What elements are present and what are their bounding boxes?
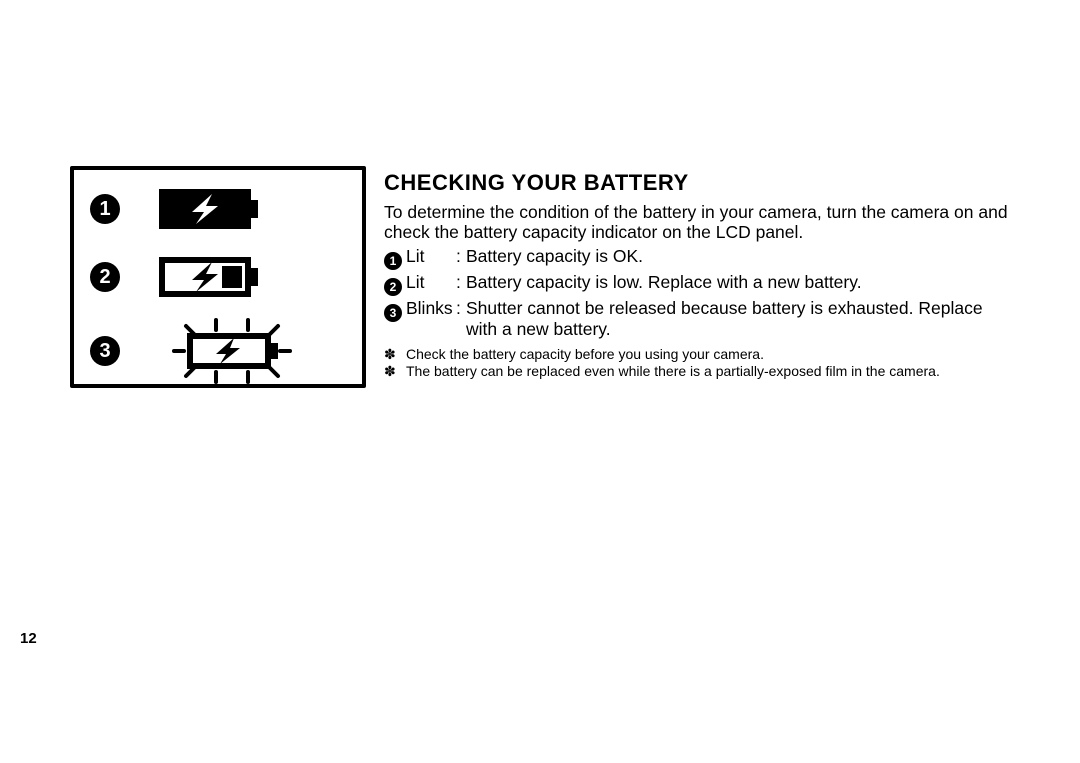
asterisk-icon: ✽ (384, 363, 406, 380)
numbered-bullet-icon: 2 (90, 262, 120, 292)
battery-state-list: 1 Lit : Battery capacity is OK. 2 Lit : … (384, 246, 1014, 340)
state-description: Battery capacity is OK. (466, 246, 1014, 267)
colon: : (456, 246, 466, 267)
battery-blinking-icon (156, 318, 306, 384)
footnote-text: The battery can be replaced even while t… (406, 363, 1014, 379)
state-label: Lit (406, 272, 456, 293)
state-label: Lit (406, 246, 456, 267)
content-block: CHECKING YOUR BATTERY To determine the c… (384, 170, 1014, 380)
state-description: Battery capacity is low. Replace with a … (466, 272, 1014, 293)
list-item: 3 Blinks : Shutter cannot be released be… (384, 298, 1014, 340)
asterisk-icon: ✽ (384, 346, 406, 363)
intro-text: To determine the condition of the batter… (384, 202, 1014, 242)
numbered-bullet-icon: 2 (384, 278, 402, 296)
battery-full-icon (156, 182, 266, 236)
figure-row-3: 3 (90, 318, 306, 384)
colon: : (456, 272, 466, 293)
numbered-bullet-icon: 3 (90, 336, 120, 366)
list-item: 2 Lit : Battery capacity is low. Replace… (384, 272, 1014, 296)
colon: : (456, 298, 466, 319)
list-item: 1 Lit : Battery capacity is OK. (384, 246, 1014, 270)
footnote-text: Check the battery capacity before you us… (406, 346, 1014, 362)
figure-row-2: 2 (90, 250, 266, 304)
section-title: CHECKING YOUR BATTERY (384, 170, 1014, 196)
battery-low-icon (156, 250, 266, 304)
page-number: 12 (20, 630, 37, 647)
figure-row-1: 1 (90, 182, 266, 236)
footnotes: ✽ Check the battery capacity before you … (384, 346, 1014, 380)
footnote: ✽ Check the battery capacity before you … (384, 346, 1014, 363)
numbered-bullet-icon: 1 (90, 194, 120, 224)
state-description: Shutter cannot be released because batte… (466, 298, 1014, 340)
numbered-bullet-icon: 3 (384, 304, 402, 322)
state-label: Blinks (406, 298, 456, 319)
numbered-bullet-icon: 1 (384, 252, 402, 270)
footnote: ✽ The battery can be replaced even while… (384, 363, 1014, 380)
battery-figure: 1 2 3 (70, 166, 366, 388)
